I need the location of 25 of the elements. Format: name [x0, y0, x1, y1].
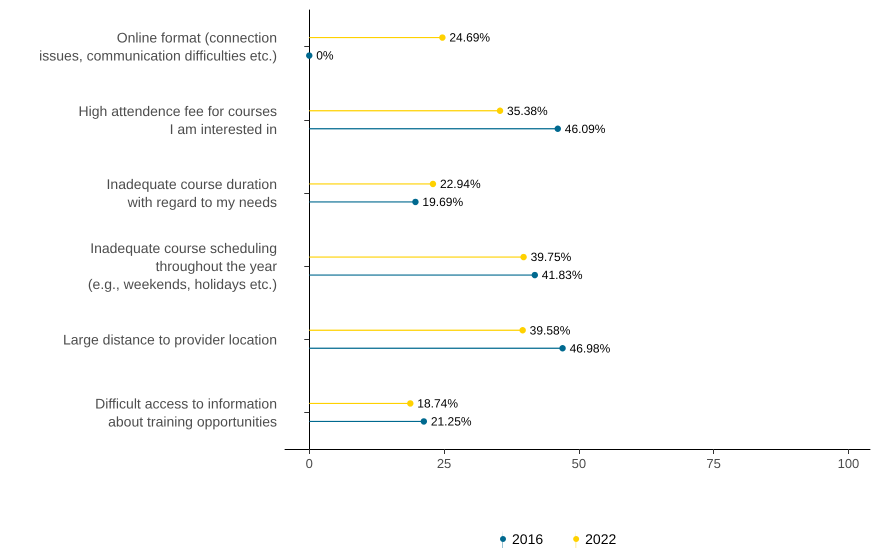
data-label: 46.98%	[570, 341, 611, 356]
data-label: 24.69%	[449, 30, 490, 45]
data-label: 39.75%	[530, 250, 572, 264]
data-label: 21.25%	[430, 414, 472, 428]
y-tick-label: Inadequate course duration with regard to my needs	[106, 176, 277, 210]
data-label: 35.38%	[507, 104, 548, 118]
x-tick-label: 100	[838, 456, 860, 471]
data-label: 46.09%	[564, 122, 606, 136]
x-tick-label: 25	[436, 456, 452, 471]
data-label: 22.94%	[440, 176, 481, 191]
x-tick-label: 75	[706, 456, 721, 471]
y-tick-label: Online format (connection issues, communication difficulties etc.)	[39, 30, 277, 64]
data-label: 0%	[316, 48, 334, 63]
data-label: 19.69%	[422, 194, 464, 209]
legend-label: 2016	[512, 531, 544, 547]
y-tick-label: Inadequate course scheduling throughout the year (e.g., weekends, holidays etc.)	[88, 240, 278, 292]
y-tick-label: Difficult access to information about training opportunities	[95, 395, 277, 430]
data-label: 41.83%	[542, 268, 583, 282]
legend-label: 2022	[585, 531, 617, 547]
data-label: 39.58%	[530, 323, 571, 338]
y-tick-label: Large distance to provider location	[62, 331, 277, 348]
y-tick-label: High attendence fee for courses I am interested in	[78, 102, 277, 137]
x-tick-label: 50	[572, 456, 586, 471]
data-label: 18.74%	[417, 396, 458, 410]
x-tick-label: 0	[306, 456, 313, 471]
